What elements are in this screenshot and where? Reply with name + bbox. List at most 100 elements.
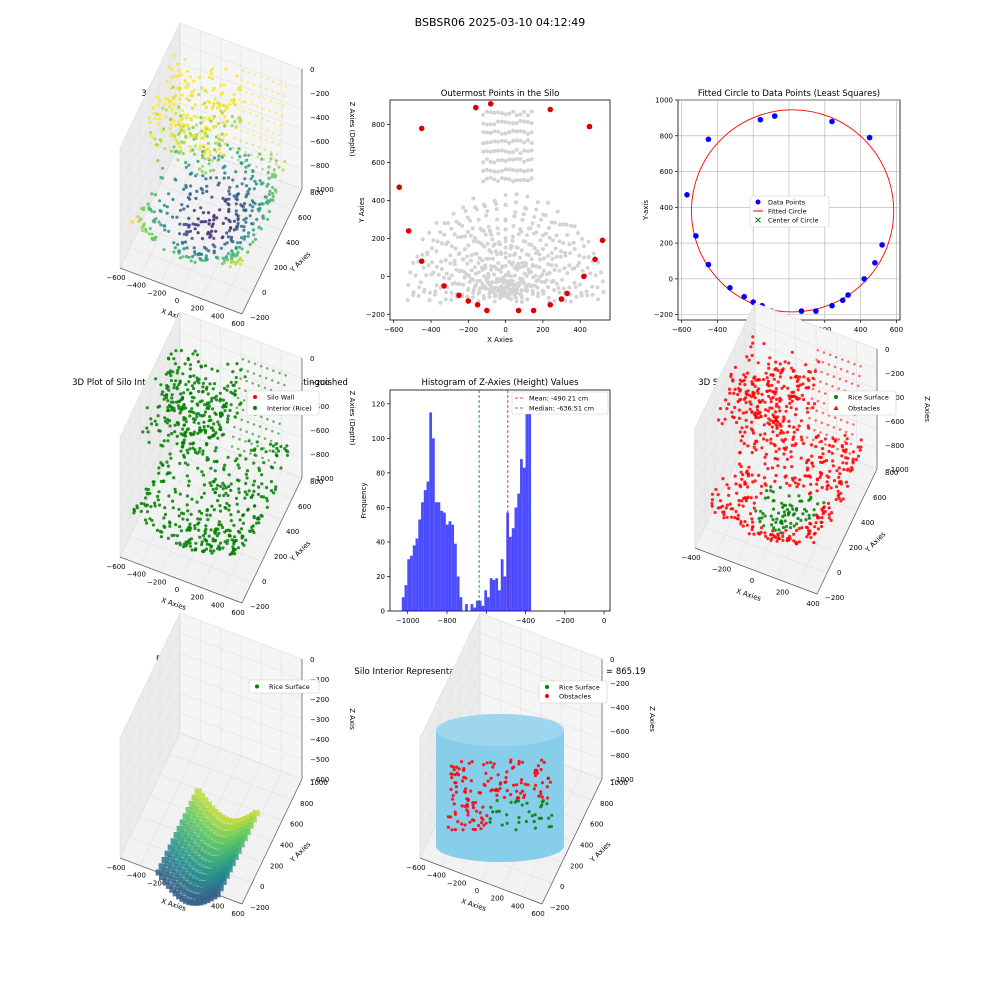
data-point (175, 371, 179, 375)
data-point (202, 152, 206, 156)
data-point (163, 228, 167, 232)
data-point (165, 409, 170, 413)
data-point (769, 538, 773, 543)
gridline (179, 311, 303, 359)
data-point (846, 456, 850, 460)
panel-3d-row-data: 3D Plot of Silo Interior(row data)−600−4… (106, 22, 356, 328)
data-point (170, 432, 174, 436)
data-point (141, 208, 146, 212)
data-point (795, 428, 800, 432)
data-point (217, 137, 221, 141)
cloud-point (507, 111, 512, 116)
cloud-point (499, 265, 504, 270)
data-point (780, 386, 784, 390)
data-point (147, 116, 151, 120)
histogram-bar (401, 597, 405, 611)
data-point (756, 391, 760, 395)
data-point (230, 445, 234, 448)
cloud-point (519, 248, 524, 253)
histogram-bar (476, 600, 479, 611)
cloud-point (481, 149, 486, 154)
y-tick-label: 400 (580, 842, 593, 850)
data-point (808, 497, 813, 501)
z-tick-label: −200 (310, 696, 329, 704)
data-point (771, 430, 775, 434)
cloud-point (546, 295, 551, 300)
data-point (208, 382, 212, 386)
data-point (188, 229, 192, 233)
data-point (272, 80, 275, 84)
data-point (810, 397, 814, 401)
z-tick-label: −600 (610, 728, 629, 736)
data-point (170, 67, 174, 71)
cloud-point (557, 290, 562, 295)
data-point (821, 452, 825, 456)
data-point (172, 54, 176, 58)
cloud-point (511, 168, 516, 172)
surface-patch (186, 839, 194, 846)
cloud-point (584, 289, 589, 294)
data-point (842, 467, 846, 472)
data-point (835, 469, 839, 473)
data-point (761, 378, 766, 382)
data-point (818, 475, 822, 479)
data-point (540, 795, 544, 799)
data-point (753, 479, 757, 483)
data-point (216, 436, 220, 440)
surface-patch (194, 788, 202, 795)
outer-point (441, 283, 447, 289)
data-point (232, 542, 236, 546)
cloud-point (514, 121, 519, 126)
cloud-point (518, 291, 523, 296)
cloud-point (484, 277, 489, 282)
data-point (790, 443, 794, 447)
y-axis-line (241, 778, 303, 905)
cloud-point (522, 271, 527, 276)
panel-cylinder: Silo Interior Representation using weigh… (354, 612, 656, 918)
data-point (721, 477, 725, 481)
data-point (198, 75, 202, 80)
data-point (210, 551, 214, 555)
data-point (817, 360, 821, 364)
data-point (247, 231, 251, 235)
cloud-point (456, 235, 461, 240)
data-point (202, 491, 206, 495)
data-point (169, 99, 174, 103)
data-point (286, 450, 290, 454)
data-point (256, 492, 260, 496)
data-point (210, 224, 214, 228)
data-point (791, 507, 795, 511)
data-point (740, 426, 744, 430)
data-point (214, 176, 219, 180)
data-point (172, 145, 176, 149)
data-point (795, 485, 799, 489)
data-point (814, 435, 818, 440)
data-point (795, 374, 799, 379)
cloud-point (431, 238, 436, 243)
data-point (199, 365, 204, 369)
data-point (191, 386, 196, 391)
data-point (836, 447, 839, 451)
data-point (849, 442, 853, 446)
data-point (227, 218, 231, 222)
data-point (841, 497, 845, 501)
z-tick-label: −200 (310, 90, 329, 98)
data-point (469, 779, 473, 783)
data-point (834, 497, 838, 502)
data-point (485, 814, 489, 818)
data-point (236, 158, 240, 162)
data-point (217, 147, 221, 151)
data-point (850, 433, 854, 436)
cloud-point (488, 149, 493, 154)
data-point (248, 243, 252, 247)
data-point (211, 539, 215, 543)
data-point (222, 259, 226, 263)
data-point (210, 399, 214, 403)
cloud-point (442, 232, 447, 237)
data-point (856, 445, 860, 449)
data-point (733, 365, 738, 369)
surface-patch (237, 841, 245, 848)
data-point (250, 525, 254, 530)
data-point (522, 793, 527, 797)
data-point (246, 420, 250, 424)
